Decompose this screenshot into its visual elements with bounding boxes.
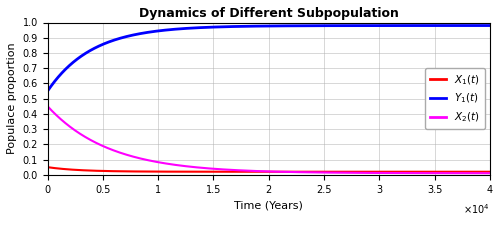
$X_1(t)$ xyxy=(214,170,220,173)
$Y_1(t)$ xyxy=(374,24,380,27)
$X_1(t)$ xyxy=(487,170,493,173)
Title: Dynamics of Different Subpopulation: Dynamics of Different Subpopulation xyxy=(139,7,398,20)
$Y_1(t)$ xyxy=(125,35,131,37)
$Y_1(t)$ xyxy=(332,24,338,27)
$X_2(t)$ xyxy=(44,105,51,108)
$X_2(t)$ xyxy=(310,171,316,174)
$Y_1(t)$ xyxy=(44,90,51,92)
Y-axis label: Populace proportion: Populace proportion xyxy=(7,43,17,154)
Line: $Y_1(t)$: $Y_1(t)$ xyxy=(48,26,490,91)
$X_2(t)$ xyxy=(487,172,493,175)
$Y_1(t)$ xyxy=(487,24,493,27)
Legend: $X_1(t)$, $Y_1(t)$, $X_2(t)$: $X_1(t)$, $Y_1(t)$, $X_2(t)$ xyxy=(424,68,485,129)
$Y_1(t)$ xyxy=(408,24,414,27)
$X_1(t)$ xyxy=(408,170,414,173)
Text: $\times10^4$: $\times10^4$ xyxy=(464,202,490,216)
X-axis label: Time (Years): Time (Years) xyxy=(234,200,303,210)
Line: $X_1(t)$: $X_1(t)$ xyxy=(48,167,490,172)
$X_1(t)$ xyxy=(125,170,131,173)
$X_1(t)$ xyxy=(44,166,51,168)
$X_1(t)$ xyxy=(310,170,316,173)
$X_1(t)$ xyxy=(332,170,338,173)
$X_2(t)$ xyxy=(408,172,414,175)
$X_1(t)$ xyxy=(374,170,380,173)
$Y_1(t)$ xyxy=(310,24,316,27)
$X_2(t)$ xyxy=(125,154,131,156)
$X_2(t)$ xyxy=(214,168,220,170)
Line: $X_2(t)$: $X_2(t)$ xyxy=(48,106,490,173)
$X_2(t)$ xyxy=(332,171,338,174)
$Y_1(t)$ xyxy=(214,26,220,28)
$X_2(t)$ xyxy=(374,172,380,174)
